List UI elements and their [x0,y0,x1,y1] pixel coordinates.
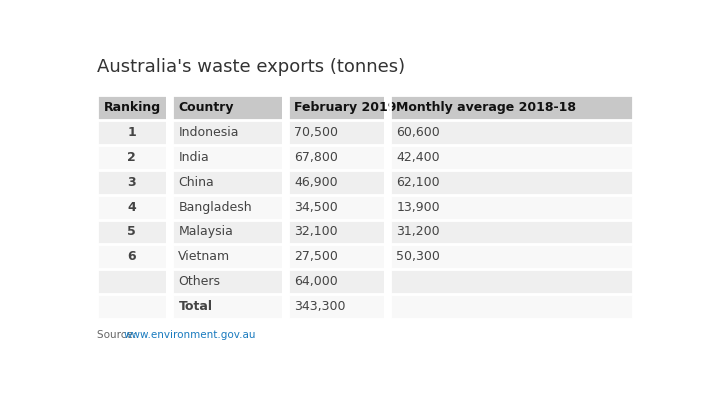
Bar [389,294,632,319]
Bar [172,95,282,120]
Bar [389,170,632,195]
Text: 62,100: 62,100 [397,176,440,189]
Bar [98,244,167,269]
Bar [172,244,282,269]
Bar [389,269,632,294]
Text: 70,500: 70,500 [294,126,338,139]
Bar [389,120,632,145]
Text: 4: 4 [127,201,136,214]
Text: 46,900: 46,900 [294,176,338,189]
Bar [172,170,282,195]
Bar [98,269,167,294]
Text: China: China [179,176,214,189]
Text: Total: Total [179,300,212,313]
Bar [172,145,282,170]
Text: 32,100: 32,100 [294,226,338,238]
Text: www.environment.gov.au: www.environment.gov.au [124,330,256,340]
Text: 5: 5 [127,226,136,238]
Text: 343,300: 343,300 [294,300,346,313]
Bar [288,95,384,120]
Bar [98,170,167,195]
Bar [172,269,282,294]
Bar [98,145,167,170]
Bar [98,195,167,220]
Bar [98,294,167,319]
Text: Source:: Source: [98,330,140,340]
Text: 6: 6 [127,250,136,263]
Text: 34,500: 34,500 [294,201,338,214]
Bar [288,244,384,269]
Bar [389,145,632,170]
Text: 67,800: 67,800 [294,151,338,164]
Text: Country: Country [179,101,234,114]
Bar [288,195,384,220]
Text: Australia's waste exports (tonnes): Australia's waste exports (tonnes) [98,59,405,76]
Bar [172,220,282,244]
Text: Ranking: Ranking [104,101,161,114]
Bar [389,220,632,244]
Text: Indonesia: Indonesia [179,126,239,139]
Text: 50,300: 50,300 [397,250,440,263]
Text: Vietnam: Vietnam [179,250,231,263]
Text: 42,400: 42,400 [397,151,440,164]
Text: 3: 3 [127,176,136,189]
Text: 27,500: 27,500 [294,250,338,263]
Bar [98,220,167,244]
Bar [172,120,282,145]
Text: 31,200: 31,200 [397,226,440,238]
Text: February 2019: February 2019 [294,101,397,114]
Bar [389,195,632,220]
Text: Others: Others [179,275,221,288]
Bar [288,294,384,319]
Text: Bangladesh: Bangladesh [179,201,252,214]
Text: 60,600: 60,600 [397,126,440,139]
Bar [172,294,282,319]
Bar [288,269,384,294]
Text: India: India [179,151,209,164]
Bar [172,195,282,220]
Bar [288,145,384,170]
Text: 64,000: 64,000 [294,275,338,288]
Bar [288,220,384,244]
Text: 2: 2 [127,151,136,164]
Bar [288,120,384,145]
Text: Monthly average 2018-18: Monthly average 2018-18 [397,101,576,114]
Text: Malaysia: Malaysia [179,226,234,238]
Bar [98,95,167,120]
Bar [389,95,632,120]
Text: 13,900: 13,900 [397,201,440,214]
Bar [98,120,167,145]
Bar [288,170,384,195]
Text: 1: 1 [127,126,136,139]
Bar [389,244,632,269]
